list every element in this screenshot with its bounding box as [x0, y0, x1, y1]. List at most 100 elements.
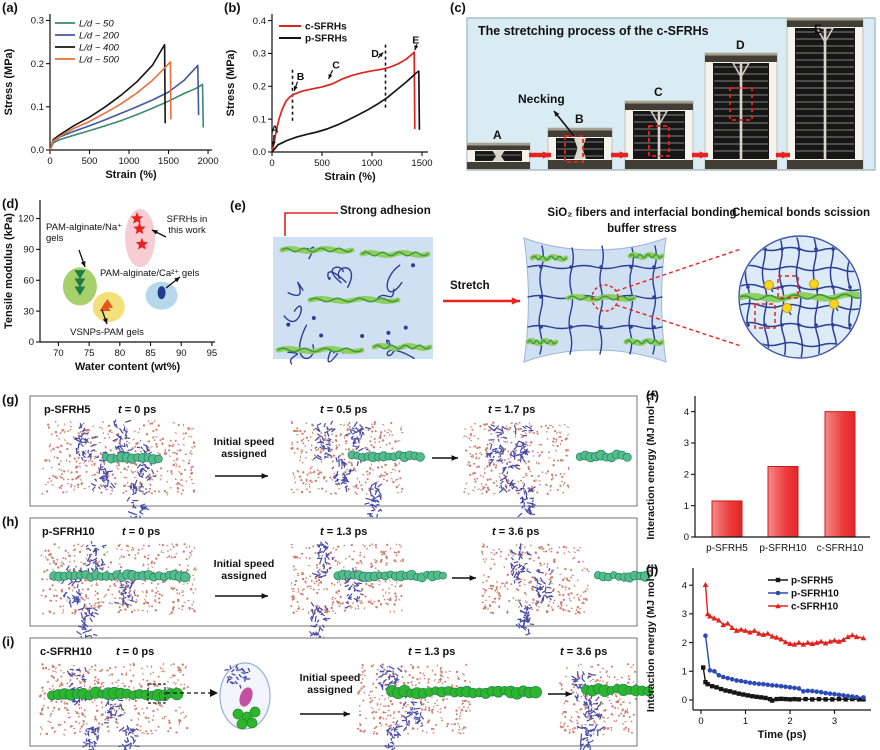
svg-text:1000: 1000	[118, 156, 139, 167]
svg-text:95: 95	[207, 348, 218, 359]
svg-text:A: A	[271, 124, 279, 136]
svg-text:Interaction energy (MJ mol⁻¹): Interaction energy (MJ mol⁻¹)	[645, 566, 657, 712]
panel-h-label: (h)	[2, 514, 19, 529]
panel-h-md-psfrh10: (h) p-SFRH10 t = 0 ps t = 1.3 ps t = 3.6…	[0, 514, 655, 641]
svg-text:Tensile modulus (kPa): Tensile modulus (kPa)	[3, 213, 15, 329]
panel-j-interaction-time: (j) 0 1 2 3 0 1 2 3 4 Time (ps) Interaction energy…	[640, 560, 880, 750]
svg-text:c-SFRH10: c-SFRH10	[791, 601, 839, 612]
svg-text:85: 85	[145, 348, 156, 359]
panel-e-schematic	[273, 212, 862, 365]
stage-c-label: C	[654, 85, 663, 99]
stage-e-label: E	[814, 22, 823, 36]
svg-text:500: 500	[82, 156, 98, 167]
svg-text:L/d ~ 200: L/d ~ 200	[79, 30, 120, 41]
panel-g-md-psfrh5: (g) p-SFRH5 t = 0 ps t = 0.5 ps t = 1.7 …	[0, 392, 655, 521]
panel-i-simulation	[29, 637, 654, 750]
svg-text:1000: 1000	[361, 158, 382, 169]
svg-text:60: 60	[23, 275, 34, 286]
svg-text:Stress (MPa): Stress (MPa)	[3, 48, 15, 115]
svg-text:0.2: 0.2	[253, 81, 266, 92]
svg-text:Strain (%): Strain (%)	[105, 169, 157, 181]
svg-text:p-SFRH10: p-SFRH10	[791, 588, 839, 599]
svg-text:L/d ~ 400: L/d ~ 400	[79, 42, 120, 53]
md-h-name: p-SFRH10	[42, 526, 95, 538]
panel-b-label: (b)	[224, 0, 241, 15]
panel-d-chart: 70 75 80 85 90 95 0 30 60 90 120 Water content (wt%…	[3, 200, 218, 373]
svg-text:0: 0	[47, 156, 52, 167]
necking-label: Necking	[518, 92, 565, 106]
svg-text:Interaction energy (MJ mol⁻¹): Interaction energy (MJ mol⁻¹)	[645, 393, 657, 539]
svg-text:D: D	[371, 48, 379, 60]
svg-text:3: 3	[682, 609, 687, 620]
svg-text:70: 70	[53, 348, 64, 359]
annotation-vsnps: VSNPs-PAM gels	[70, 327, 144, 338]
buffer-stress-label-2: buffer stress	[607, 223, 677, 235]
svg-text:4: 4	[684, 407, 689, 418]
panel-e-label: (e)	[230, 198, 246, 213]
annotation-pam-ca: PAM-alginate/Ca²⁺ gels	[100, 268, 200, 279]
svg-text:0.0: 0.0	[253, 147, 266, 158]
svg-text:4: 4	[682, 580, 687, 591]
svg-text:0.1: 0.1	[31, 102, 44, 113]
panel-b-stress-strain-sfrh: (b) 0 500 1000 1500 0.0 0.1 0.2 0.3 0.4 Strain (%…	[222, 0, 448, 192]
svg-text:Strain (%): Strain (%)	[324, 171, 376, 183]
svg-text:L/d ~ 50: L/d ~ 50	[79, 18, 114, 29]
stage-b-label: B	[575, 112, 584, 126]
svg-text:0.3: 0.3	[253, 49, 266, 60]
svg-text:3: 3	[684, 438, 689, 449]
svg-text:1500: 1500	[411, 158, 432, 169]
panel-c-label: (c)	[450, 0, 466, 15]
svg-text:90: 90	[23, 245, 34, 256]
svg-text:2: 2	[684, 470, 689, 481]
svg-text:p-SFRH5: p-SFRH5	[791, 575, 834, 586]
annotation-sfrhs: SFRHs in this work	[166, 214, 208, 236]
annotation-pam-na: PAM-alginate/Na⁺ gels	[46, 222, 123, 244]
panel-j-chart: 0 1 2 3 0 1 2 3 4 Time (ps) Interaction energy (MJ…	[645, 566, 871, 741]
panel-i-label: (i)	[2, 634, 15, 649]
svg-text:Stress (MPa): Stress (MPa)	[225, 49, 237, 116]
svg-text:B: B	[297, 71, 305, 83]
svg-text:0.2: 0.2	[31, 59, 44, 70]
svg-text:120: 120	[18, 214, 34, 225]
svg-text:2000: 2000	[197, 156, 218, 167]
svg-text:c-SFRH10: c-SFRH10	[817, 543, 864, 554]
panel-e-mechanism-schematic: (e) Strong adhesion Stretch SiO₂ fibers …	[222, 192, 880, 388]
md-i-name: c-SFRH10	[40, 646, 92, 658]
svg-text:80: 80	[115, 348, 126, 359]
panel-c-photo-strip	[466, 17, 876, 171]
panel-a-stress-strain-ld: (a) 0 500 1000 1500 2000 0.0 0.1 0.2 0.3 Strain (…	[0, 0, 222, 192]
panel-d-modulus-scatter: (d) 70 75 80 85 90 95 0 30 60 90 120 Water content …	[0, 192, 225, 390]
panel-g-simulation	[29, 395, 638, 521]
svg-text:0.0: 0.0	[31, 145, 44, 156]
panel-b-chart: 0 500 1000 1500 0.0 0.1 0.2 0.3 0.4 Strain (%) Str…	[225, 14, 433, 183]
svg-text:0: 0	[698, 716, 703, 727]
strong-adhesion-label: Strong adhesion	[340, 205, 431, 217]
panel-f-chart: 0 1 2 3 4 p-SFRH5 p-SFRH10 c-SFRH10 Interaction …	[645, 393, 870, 554]
svg-text:L/d ~ 500: L/d ~ 500	[79, 54, 120, 65]
svg-text:p-SFRHs: p-SFRHs	[305, 33, 348, 44]
svg-text:0: 0	[682, 695, 687, 706]
panel-f-interaction-bar: (f) 0 1 2 3 4 p-SFRH5 p-SFRH10 c-SFRH10 Interact…	[640, 386, 880, 562]
buffer-stress-label-1: SiO₂ fibers and interfacial bonding	[547, 207, 737, 219]
svg-text:2: 2	[787, 716, 792, 727]
panel-a-chart: 0 500 1000 1500 2000 0.0 0.1 0.2 0.3 Strain (%) St…	[3, 14, 219, 181]
md-h-note: Initial speed assigned	[213, 558, 275, 582]
panel-c-title: The stretching process of the c-SFRHs	[478, 24, 709, 38]
svg-text:90: 90	[176, 348, 187, 359]
panel-i-md-csfrh10: (i) c-SFRH10 t = 0 ps t = 1.3 ps t = 3.6…	[0, 634, 655, 750]
svg-text:0: 0	[29, 337, 34, 348]
md-i-note: Initial speed assigned	[299, 672, 361, 696]
svg-text:500: 500	[314, 158, 330, 169]
stretch-label: Stretch	[450, 280, 490, 292]
bond-scission-label: Chemical bonds scission	[731, 207, 871, 219]
panel-d-label: (d)	[2, 196, 19, 211]
panel-f-label: (f)	[646, 388, 659, 403]
svg-text:0.3: 0.3	[31, 16, 44, 27]
svg-text:1: 1	[682, 666, 687, 677]
stage-d-label: D	[736, 38, 745, 52]
md-g-name: p-SFRH5	[44, 404, 91, 416]
stage-a-label: A	[493, 128, 502, 142]
svg-text:30: 30	[23, 306, 34, 317]
svg-text:75: 75	[84, 348, 95, 359]
